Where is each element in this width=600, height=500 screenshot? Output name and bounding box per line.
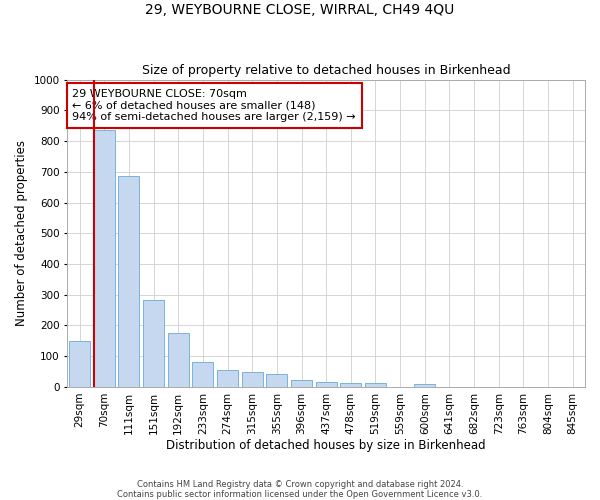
Bar: [414, 384, 435, 387]
Bar: [69, 342, 90, 387]
Text: 29 WEYBOURNE CLOSE: 70sqm
← 6% of detached houses are smaller (148)
94% of semi-: 29 WEYBOURNE CLOSE: 70sqm ← 6% of detach…: [73, 89, 356, 122]
Bar: [242, 372, 263, 387]
Y-axis label: Number of detached properties: Number of detached properties: [15, 140, 28, 326]
Text: 29, WEYBOURNE CLOSE, WIRRAL, CH49 4QU: 29, WEYBOURNE CLOSE, WIRRAL, CH49 4QU: [145, 2, 455, 16]
Bar: [365, 384, 386, 387]
Bar: [193, 362, 214, 387]
Bar: [94, 130, 115, 387]
Bar: [217, 370, 238, 387]
Bar: [340, 384, 361, 387]
Bar: [316, 382, 337, 387]
Bar: [118, 176, 139, 387]
Bar: [266, 374, 287, 387]
Bar: [291, 380, 312, 387]
Title: Size of property relative to detached houses in Birkenhead: Size of property relative to detached ho…: [142, 64, 511, 77]
Text: Contains HM Land Registry data © Crown copyright and database right 2024.
Contai: Contains HM Land Registry data © Crown c…: [118, 480, 482, 499]
Bar: [168, 333, 189, 387]
Bar: [143, 300, 164, 387]
X-axis label: Distribution of detached houses by size in Birkenhead: Distribution of detached houses by size …: [166, 440, 486, 452]
